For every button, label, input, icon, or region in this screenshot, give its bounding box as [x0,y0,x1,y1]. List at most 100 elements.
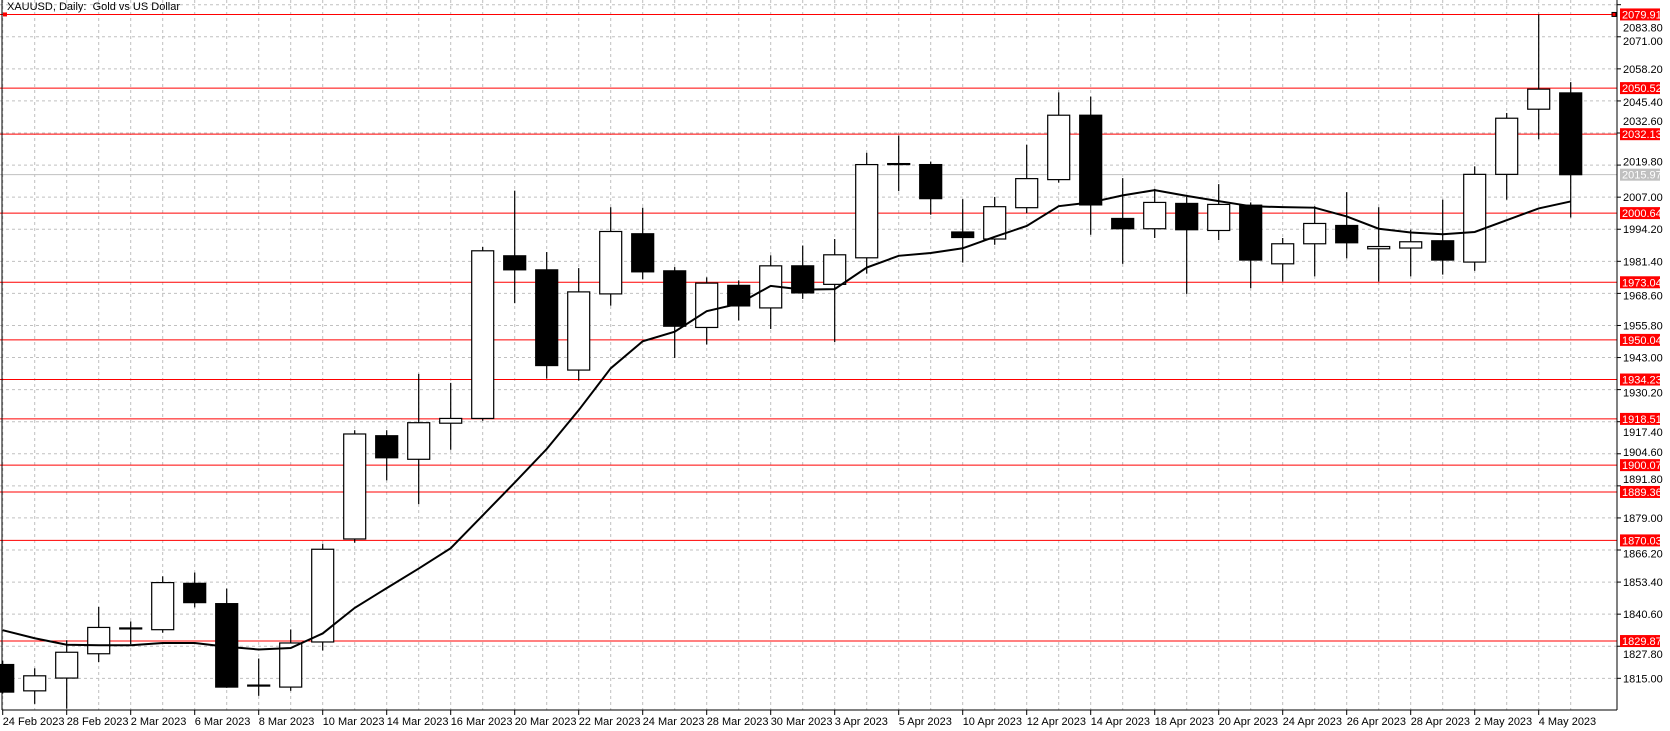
y-tick-label: 1981.40 [1623,256,1663,268]
candles [0,14,1583,709]
candle [407,373,431,505]
y-tick-label: 1891.80 [1623,474,1663,486]
candle [119,621,143,645]
level-price-label: 2000.64 [1622,208,1662,220]
bullish-candle-body [1207,203,1231,232]
bearish-candle-body [183,582,207,604]
bullish-candle-body [1303,222,1327,245]
bullish-candle-body [23,675,47,692]
candle [151,576,175,633]
bullish-candle-body [1143,201,1167,230]
x-tick-label: 28 Feb 2023 [67,716,129,728]
candle [55,640,79,709]
bullish-candle-body [279,642,303,688]
level-price-label: 1950.04 [1622,335,1662,347]
y-tick-label: 1955.80 [1623,320,1663,332]
y-tick-label: 1815.00 [1623,673,1663,685]
candle [1495,112,1519,200]
level-price-label: 1918.51 [1622,414,1662,426]
candle [1399,229,1423,277]
candle [1143,188,1167,239]
candle [951,199,975,263]
y-tick-label: 2032.60 [1623,116,1663,128]
candle [1367,207,1391,282]
candle [823,239,847,343]
candle [215,588,239,688]
y-tick-label: 2007.00 [1623,192,1663,204]
bullish-candle-body [1495,117,1519,175]
y-tick-label: 1917.40 [1623,427,1663,439]
candle [1527,14,1551,140]
level-price-label-bg [1620,412,1660,425]
x-tick-label: 24 Mar 2023 [643,716,705,728]
x-tick-label: 20 Apr 2023 [1219,716,1278,728]
y-tick-label: 1853.40 [1623,577,1663,589]
bullish-candle-body [1399,241,1423,249]
bullish-candle-body [1015,178,1039,209]
y-tick-label: 2019.80 [1623,157,1663,169]
bearish-candle-body [503,255,527,271]
bearish-candle-body [1239,204,1263,261]
bearish-candle-body [1175,202,1199,231]
candle [1111,178,1135,264]
bullish-candle-body [87,626,111,655]
bearish-candle-body [631,233,655,273]
level-price-label: 1973.04 [1622,277,1662,289]
level-price-label-bg [1620,333,1660,346]
y-tick-label: 2071.00 [1623,36,1663,48]
bullish-candle-body [1527,88,1551,110]
bearish-candle-body [1335,224,1359,244]
bullish-candle-body [439,417,463,424]
x-tick-label: 16 Mar 2023 [451,716,513,728]
x-tick-label: 14 Mar 2023 [387,716,449,728]
level-price-label-bg [1620,128,1660,141]
candle [791,245,815,299]
bearish-candle-body [791,265,815,294]
y-tick-label: 1930.20 [1623,388,1663,400]
candle [1303,206,1327,277]
level-price-label: 1870.03 [1622,535,1662,547]
bullish-candle-body [599,230,623,295]
bullish-candle-body [471,250,495,420]
level-price-label-bg [1620,635,1660,648]
level-price-label-bg [1620,485,1660,498]
candle [375,430,399,481]
candle [1431,199,1455,275]
y-tick-label: 1866.20 [1623,549,1663,561]
candle [1175,196,1199,294]
bullish-candle-body [887,162,911,166]
support-resistance-lines[interactable] [0,13,1617,642]
x-tick-label: 28 Mar 2023 [707,716,769,728]
x-tick-label: 2 May 2023 [1475,716,1532,728]
x-tick-label: 24 Apr 2023 [1283,716,1342,728]
x-tick-label: 10 Mar 2023 [323,716,385,728]
candle [439,382,463,450]
candle [279,629,303,691]
x-tick-label: 20 Mar 2023 [515,716,577,728]
x-tick-label: 26 Apr 2023 [1347,716,1406,728]
bullish-candle-body [695,282,719,329]
candle [1239,202,1263,289]
x-tick-label: 5 Apr 2023 [899,716,952,728]
candle [535,252,559,379]
level-price-label-bg [1620,82,1660,95]
bullish-candle-body [1271,243,1295,265]
bearish-candle-body [919,163,943,200]
x-tick-label: 28 Apr 2023 [1411,716,1470,728]
candle [87,606,111,663]
x-tick-label: 18 Apr 2023 [1155,716,1214,728]
bullish-candle-body [407,422,431,460]
level-price-label: 1829.87 [1622,636,1662,648]
candle [631,207,655,280]
x-tick-label: 12 Apr 2023 [1027,716,1086,728]
current-price-label-bg [1620,168,1660,181]
grid [0,0,1617,710]
bearish-candle-body [663,270,687,327]
candle [855,152,879,274]
level-price-label-bg [1620,207,1660,220]
bullish-candle-body [55,651,79,679]
candle [0,660,15,694]
y-tick-label: 2083.80 [1623,23,1663,35]
